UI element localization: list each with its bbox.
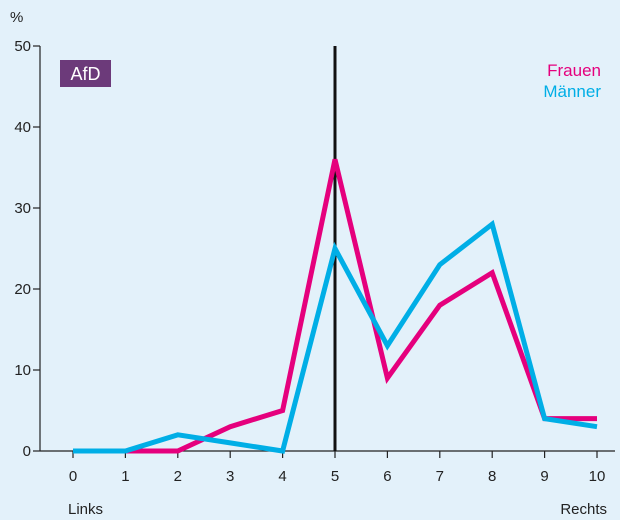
x-axis-right-label: Rechts <box>560 501 607 518</box>
y-tick-label: 30 <box>14 200 31 217</box>
y-tick-label: 10 <box>14 362 31 379</box>
y-tick-label: 20 <box>14 281 31 298</box>
legend-item-frauen: Frauen <box>547 61 601 80</box>
x-tick-label: 10 <box>589 468 606 485</box>
y-tick-label: 0 <box>23 443 31 460</box>
y-tick-label: 50 <box>14 38 31 55</box>
series-line-frauen <box>73 158 597 454</box>
x-tick-label: 0 <box>69 468 77 485</box>
y-tick-label: 40 <box>14 119 31 136</box>
x-tick-label: 2 <box>174 468 182 485</box>
x-axis-left-label: Links <box>68 501 103 518</box>
x-tick-label: 7 <box>436 468 444 485</box>
y-axis-unit-label: % <box>10 9 23 26</box>
y-axis-ticks: 0 10 20 30 40 50 <box>14 38 40 460</box>
x-tick-label: 8 <box>488 468 496 485</box>
series-line-männer <box>73 219 598 454</box>
x-tick-label: 4 <box>278 468 286 485</box>
x-tick-label: 5 <box>331 468 339 485</box>
x-axis-ticks: 0 1 2 3 4 5 6 7 8 9 10 <box>69 451 606 485</box>
x-tick-label: 9 <box>540 468 548 485</box>
legend-item-männer: Männer <box>543 82 601 101</box>
series-lines <box>73 158 598 454</box>
x-tick-label: 1 <box>121 468 129 485</box>
legend: Frauen Männer <box>543 61 601 101</box>
party-badge-label: AfD <box>70 64 100 84</box>
party-badge <box>60 60 111 87</box>
x-tick-label: 6 <box>383 468 391 485</box>
x-tick-label: 3 <box>226 468 234 485</box>
